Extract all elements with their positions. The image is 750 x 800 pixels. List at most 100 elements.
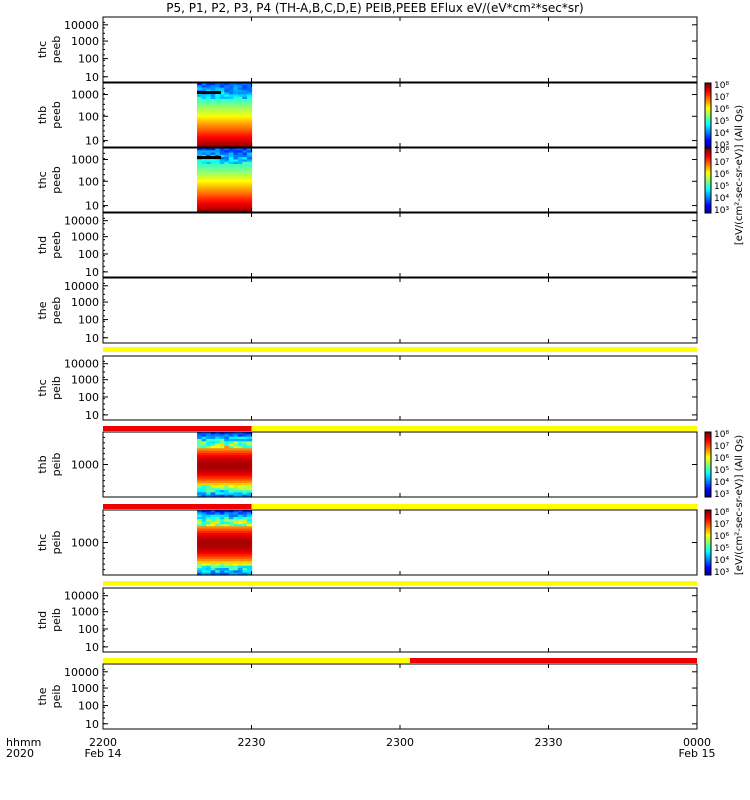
spectrogram-cell — [215, 166, 221, 170]
spectrogram-cell — [219, 551, 225, 555]
spectrogram-cell — [197, 471, 203, 475]
colorbar-cell — [705, 99, 711, 102]
spectrogram-cell — [242, 563, 248, 567]
x-tick-label: 2300 — [386, 736, 414, 749]
spectrogram-cell — [233, 473, 239, 477]
spectrogram-cell — [197, 563, 203, 567]
spectrogram-cell — [233, 148, 239, 151]
spectrogram-cell — [228, 115, 234, 118]
spectrogram-cell — [215, 436, 221, 440]
spectrogram-cell — [197, 537, 203, 541]
spectrogram-cell — [210, 492, 216, 496]
spectrogram-cell — [215, 473, 221, 477]
colorbar-tick-label: 10⁷ — [714, 93, 729, 103]
spectrogram-cell — [228, 117, 234, 121]
spectrogram-cell — [197, 191, 203, 195]
spectrogram-cell — [219, 438, 225, 442]
spectrogram-cell — [210, 175, 216, 179]
spectrogram-cell — [233, 154, 239, 158]
spectrogram-cell — [206, 445, 212, 449]
spectrogram-cell — [206, 464, 212, 468]
spectrogram-cell — [206, 83, 212, 86]
y-tick-label: 100 — [78, 623, 99, 636]
spectrogram-cell — [228, 205, 234, 209]
spectrogram-cell — [242, 92, 248, 96]
spectrogram-cell — [233, 436, 239, 440]
spectrogram-cell — [228, 110, 234, 114]
spectrogram-cell — [242, 131, 248, 134]
spectrogram-cell — [237, 157, 244, 161]
spectrogram-cell — [201, 115, 207, 118]
spectrogram-cell — [228, 133, 234, 137]
spectrogram-cell — [219, 182, 225, 186]
spectrogram-cell — [224, 466, 230, 470]
status-bar-segment — [103, 658, 410, 663]
spectrogram-cell — [215, 554, 221, 558]
spectrogram-cell — [242, 89, 248, 93]
colorbar-cell — [705, 91, 711, 94]
spectrogram-cell — [210, 131, 216, 134]
spectrogram-cell — [210, 480, 216, 484]
spectrogram-cell — [228, 549, 234, 553]
spectrogram-cell — [210, 462, 216, 466]
spectrogram-cell — [219, 202, 225, 206]
spectrogram-cell — [215, 512, 221, 516]
panel-frame — [102, 16, 698, 83]
spectrogram-cell — [201, 487, 207, 491]
colorbar-cell — [705, 466, 711, 469]
colorbar-cell — [705, 553, 711, 556]
colorbar-cell — [705, 570, 711, 573]
spectrogram-cell — [215, 150, 221, 154]
spectrogram-cell — [215, 180, 221, 183]
spectrogram-cell — [215, 182, 221, 186]
spectrogram-cell — [242, 443, 248, 447]
spectrogram-cell — [215, 177, 221, 181]
colorbar-cell — [705, 453, 711, 456]
colorbar-cell — [705, 156, 711, 159]
spectrogram-cell — [237, 540, 244, 544]
spectrogram-cell — [242, 196, 248, 199]
spectrogram-cell — [246, 438, 253, 442]
spectrogram-cell — [215, 164, 221, 167]
spectrogram-cell — [228, 126, 234, 130]
status-bar-segment — [103, 347, 697, 352]
spectrogram-cell — [210, 124, 216, 128]
spectrogram-cell — [210, 478, 216, 482]
spectrogram-cell — [206, 94, 212, 98]
spectrogram-cell — [197, 459, 203, 463]
spectrogram-cell — [224, 207, 230, 211]
spectrogram-cell — [210, 487, 216, 491]
spectrogram-cell — [206, 175, 212, 179]
spectrogram-cell — [246, 209, 253, 213]
spectrogram-cell — [233, 530, 239, 534]
colorbar-cell — [705, 492, 711, 495]
spectrogram-cell — [219, 492, 225, 496]
colorbar-cell — [705, 200, 711, 203]
panel-frame — [102, 355, 698, 421]
spectrogram-cell — [224, 180, 230, 183]
y-tick-label: 1000 — [71, 459, 99, 472]
spectrogram-cell — [246, 512, 253, 516]
spectrogram-cell — [228, 514, 234, 518]
spectrogram-cell — [197, 99, 203, 102]
colorbar-cell — [705, 471, 711, 474]
spectrogram-cell — [197, 528, 203, 532]
spectrogram-cell — [215, 209, 221, 213]
spectrogram-cell — [197, 119, 203, 123]
spectrogram-cell — [233, 131, 239, 134]
spectrogram-cell — [242, 177, 248, 181]
spectrogram-cell — [210, 542, 216, 546]
spectrogram-cell — [219, 459, 225, 463]
colorbar-cell — [705, 148, 711, 151]
spectrogram-cell — [242, 432, 248, 435]
spectrogram-cell — [210, 443, 216, 447]
spectrogram-cell — [206, 572, 212, 576]
spectrogram-cell — [206, 148, 212, 151]
spectrogram-cell — [219, 110, 225, 114]
spectrogram-cell — [206, 533, 212, 537]
colorbar-cell — [705, 438, 711, 441]
spectrogram-cell — [215, 152, 221, 156]
spectrogram-cell — [197, 177, 203, 181]
spectrogram-cell — [233, 540, 239, 544]
